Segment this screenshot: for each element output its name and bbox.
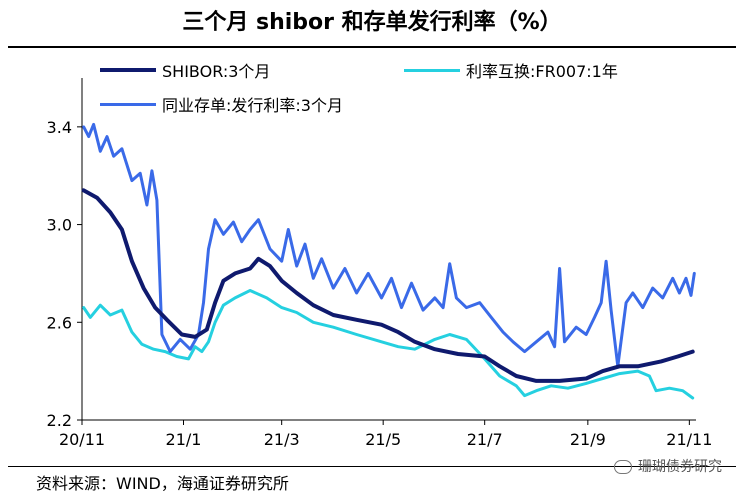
legend-item-shibor: SHIBOR:3个月 xyxy=(100,58,270,82)
series-line-ncd xyxy=(82,122,696,368)
watermark: 珊瑚债券研究 xyxy=(614,456,722,478)
y-tick-label-0: 2.2 xyxy=(47,411,72,430)
legend-swatch-ncd xyxy=(100,102,156,106)
series-line-irs xyxy=(82,289,695,400)
source-note: 资料来源：WIND，海通证券研究所 xyxy=(36,474,289,493)
y-tick-label-2: 3.0 xyxy=(47,216,72,235)
x-tick-label-0: 20/11 xyxy=(59,430,105,449)
legend-swatch-shibor xyxy=(100,68,156,72)
legend-label-shibor: SHIBOR:3个月 xyxy=(162,62,271,81)
x-tick-label-3: 21/5 xyxy=(365,430,401,449)
watermark-text: 珊瑚债券研究 xyxy=(638,459,722,475)
x-tick-label-1: 21/1 xyxy=(166,430,202,449)
y-tick-label-1: 2.6 xyxy=(47,313,72,332)
x-tick-label-5: 21/9 xyxy=(570,430,606,449)
legend-item-irs: 利率互换:FR007:1年 xyxy=(404,58,618,82)
title-divider xyxy=(8,46,736,48)
series-line-shibor xyxy=(81,188,695,383)
y-tick-label-3: 3.4 xyxy=(47,118,72,137)
legend-label-irs: 利率互换:FR007:1年 xyxy=(466,62,618,81)
footer-divider xyxy=(8,466,736,467)
legend-label-ncd: 同业存单:发行利率:3个月 xyxy=(162,96,343,115)
x-tick-label-6: 21/11 xyxy=(666,430,712,449)
legend-item-ncd: 同业存单:发行利率:3个月 xyxy=(100,92,343,116)
x-tick-label-2: 21/3 xyxy=(264,430,300,449)
chart-title: 三个月 shibor 和存单发行利率（%） xyxy=(182,10,562,35)
legend-swatch-irs xyxy=(404,68,460,72)
x-tick-label-4: 21/7 xyxy=(467,430,503,449)
wechat-icon xyxy=(614,460,632,474)
